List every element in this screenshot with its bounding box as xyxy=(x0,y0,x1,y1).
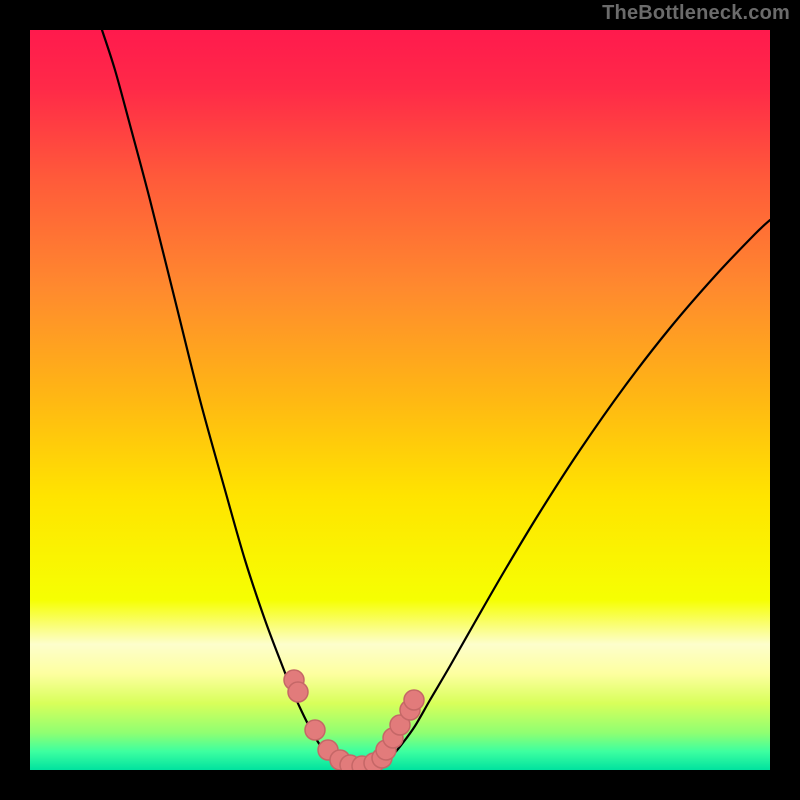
chart-plot xyxy=(30,30,770,770)
watermark-text: TheBottleneck.com xyxy=(602,2,790,25)
chart-frame: TheBottleneck.com xyxy=(0,0,800,800)
chart-svg xyxy=(30,30,770,770)
curve-marker xyxy=(288,682,308,702)
plot-background xyxy=(30,30,770,770)
curve-marker xyxy=(305,720,325,740)
curve-marker xyxy=(404,690,424,710)
